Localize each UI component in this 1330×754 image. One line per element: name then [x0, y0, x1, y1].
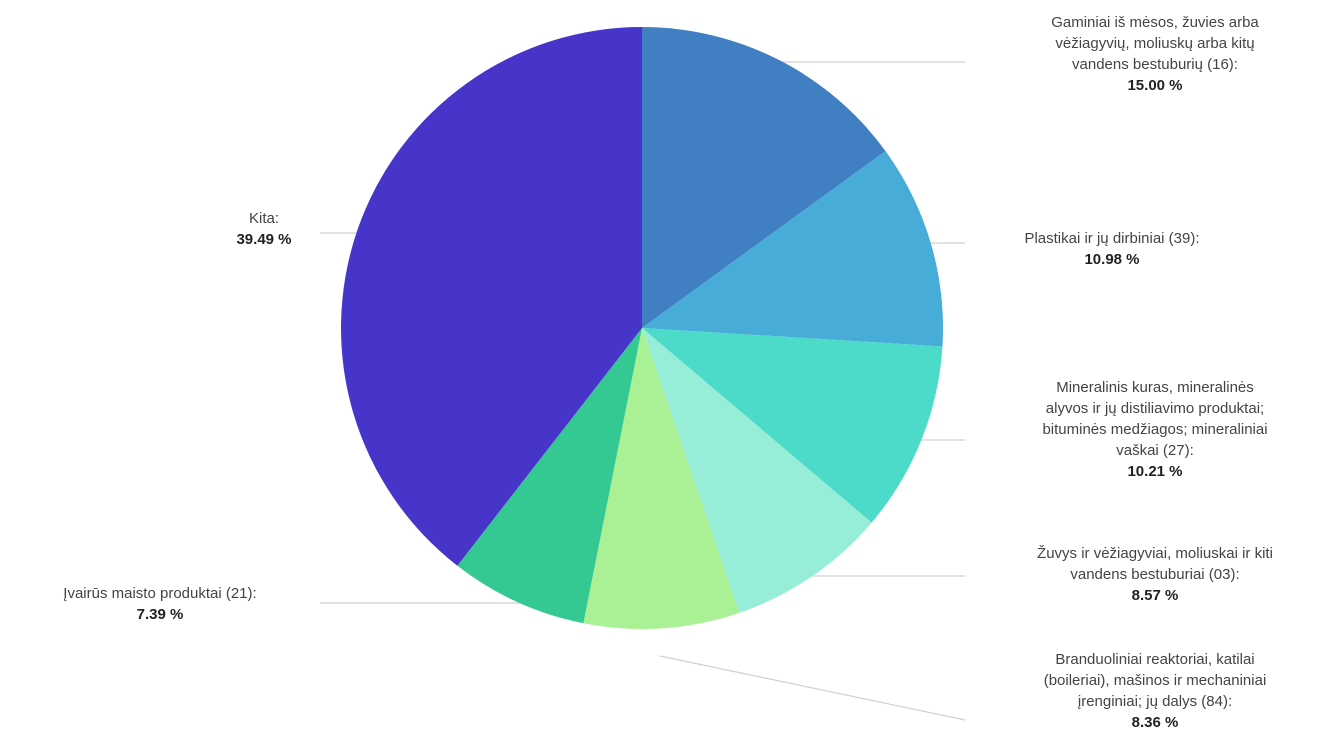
slice-value: 8.36 % — [1132, 714, 1179, 731]
slice-label-line: vaškai (27): — [1116, 442, 1194, 459]
slice-label-line: alyvos ir jų distiliavimo produktai; — [1046, 400, 1264, 417]
slice-value: 10.21 % — [1127, 463, 1182, 480]
pie-slice-1 — [642, 151, 943, 347]
slice-value: 7.39 % — [137, 606, 184, 623]
slice-label-line: vandens bestuburių (16): — [1072, 56, 1238, 73]
slice-label-line: Mineralinis kuras, mineralinės — [1056, 379, 1254, 396]
slice-label-line: Plastikai ir jų dirbiniai (39): — [1024, 230, 1199, 247]
slice-value: 15.00 % — [1127, 77, 1182, 94]
slice-label-line: Žuvys ir vėžiagyviai, moliuskai ir kiti — [1037, 545, 1273, 562]
pie-slice-4 — [583, 328, 740, 629]
pie-slices — [341, 27, 943, 629]
pie-slice-5 — [457, 328, 642, 624]
slice-label-line: Branduoliniai reaktoriai, katilai — [1055, 651, 1254, 668]
slice-label-line: (boileriai), mašinos ir mechaniniai — [1044, 672, 1267, 689]
slice-label-line: Įvairūs maisto produktai (21): — [63, 585, 256, 602]
slice-label-line: bituminės medžiagos; mineraliniai — [1042, 421, 1267, 438]
pie-slice-0 — [642, 27, 886, 328]
slice-value: 39.49 % — [236, 231, 291, 248]
slice-label-1: Plastikai ir jų dirbiniai (39): 10.98 % — [1024, 230, 1199, 268]
slice-label-line: vandens bestuburiai (03): — [1070, 566, 1239, 583]
slice-label-line: įrenginiai; jų dalys (84): — [1078, 693, 1232, 710]
slice-label-2: Mineralinis kuras, mineralinės alyvos ir … — [1042, 379, 1267, 480]
slice-label-line: Kita: — [249, 210, 279, 227]
slice-label-4: Branduoliniai reaktoriai, katilai (boiler… — [1044, 651, 1267, 731]
slice-label-3: Žuvys ir vėžiagyviai, moliuskai ir kiti v… — [1037, 545, 1273, 604]
slice-label-line: Gaminiai iš mėsos, žuvies arba — [1051, 14, 1259, 31]
slice-label-0: Gaminiai iš mėsos, žuvies arba vėžiagyvių… — [1051, 14, 1259, 94]
slice-value: 10.98 % — [1084, 251, 1139, 268]
slice-label-line: vėžiagyvių, moliuskų arba kitų — [1055, 35, 1254, 52]
slice-label-6: Kita: 39.49 % — [236, 210, 291, 248]
slice-value: 8.57 % — [1132, 587, 1179, 604]
pie-slice-2 — [642, 328, 943, 523]
pie-slice-3 — [642, 328, 872, 613]
slice-label-5: Įvairūs maisto produktai (21): 7.39 % — [63, 585, 256, 623]
pie-slice-6 — [341, 27, 642, 566]
leader-line-4 — [659, 655, 966, 721]
slice-labels: Gaminiai iš mėsos, žuvies arba vėžiagyvių… — [63, 14, 1273, 731]
